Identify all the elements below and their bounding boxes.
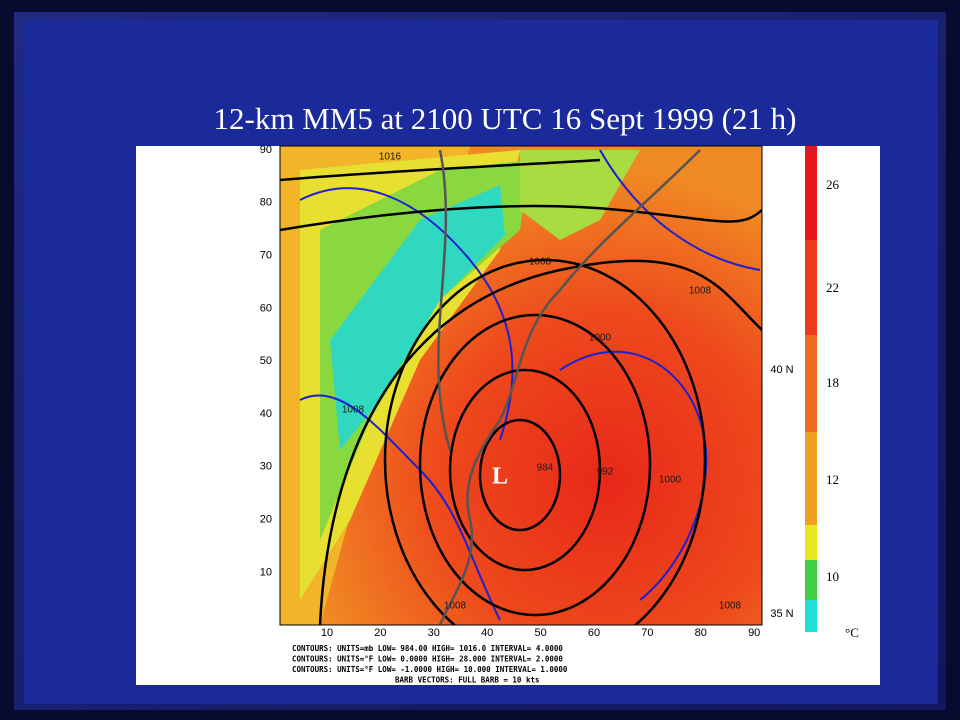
x-tick-label: 60 — [588, 627, 600, 639]
colorbar-unit: °C — [845, 625, 859, 640]
colorbar-segment — [805, 560, 817, 600]
slide-title: 12-km MM5 at 2100 UTC 16 Sept 1999 (21 h… — [214, 101, 797, 136]
colorbar-segment — [805, 240, 817, 335]
latitude-label: 35 N — [770, 608, 793, 620]
x-tick-label: 70 — [641, 627, 653, 639]
map-border — [279, 145, 763, 626]
contour-label: 1008 — [444, 601, 467, 612]
footer-line: BARB VECTORS: FULL BARB = 10 kts — [395, 676, 540, 685]
y-tick-label: 70 — [260, 250, 272, 262]
y-tick-label: 50 — [260, 355, 272, 367]
colorbar-label: 10 — [826, 569, 839, 584]
colorbar-segment — [805, 335, 817, 432]
coastline — [437, 149, 701, 625]
map — [280, 146, 762, 625]
contour-label: 1000 — [589, 333, 612, 344]
y-tick-label: 30 — [260, 461, 272, 473]
y-tick-label: 80 — [260, 197, 272, 209]
contour-label: 1008 — [719, 601, 742, 612]
contour-label: 992 — [597, 467, 614, 478]
temperature-band — [520, 150, 640, 240]
contour-label: 1008 — [529, 257, 552, 268]
y-tick-label: 40 — [260, 408, 272, 420]
latitude-label: 40 N — [770, 364, 793, 376]
x-tick-label: 50 — [534, 627, 546, 639]
colorbar-segment — [805, 146, 817, 240]
colorbar-unit-box — [817, 632, 880, 685]
x-tick-label: 20 — [374, 627, 386, 639]
contour-label: 1008 — [689, 286, 712, 297]
x-tick-label: 80 — [695, 627, 707, 639]
colorbar-label: 12 — [826, 472, 839, 487]
colorbar: 26 22 18 12 10 — [805, 146, 840, 632]
footer-line: CONTOURS: UNITS=°F LOW= 0.0000 HIGH= 28.… — [292, 655, 563, 664]
contour-label: 1016 — [379, 152, 402, 163]
colorbar-segment — [805, 600, 817, 632]
footer-line: CONTOURS: UNITS=°F LOW= -1.0000 HIGH= 10… — [292, 665, 568, 674]
low-pressure-label: L — [492, 464, 508, 490]
x-tick-label: 40 — [481, 627, 493, 639]
colorbar-segment — [805, 525, 817, 560]
x-tick-label: 90 — [748, 627, 760, 639]
footer-line: CONTOURS: UNITS=mb LOW= 984.00 HIGH= 101… — [292, 644, 563, 653]
isobars — [280, 158, 762, 625]
y-tick-label: 60 — [260, 302, 272, 314]
x-tick-label: 30 — [428, 627, 440, 639]
x-tick-label: 10 — [321, 627, 333, 639]
colorbar-label: 22 — [826, 280, 839, 295]
colorbar-label: 18 — [826, 375, 839, 390]
contour-label: 1000 — [659, 475, 682, 486]
y-tick-label: 20 — [260, 514, 272, 526]
colorbar-segment — [805, 432, 817, 525]
y-tick-label: 90 — [260, 144, 272, 156]
contour-label: 984 — [537, 463, 554, 474]
colorbar-label: 26 — [826, 177, 840, 192]
contour-label: 1008 — [342, 405, 365, 416]
y-tick-label: 10 — [260, 566, 272, 578]
